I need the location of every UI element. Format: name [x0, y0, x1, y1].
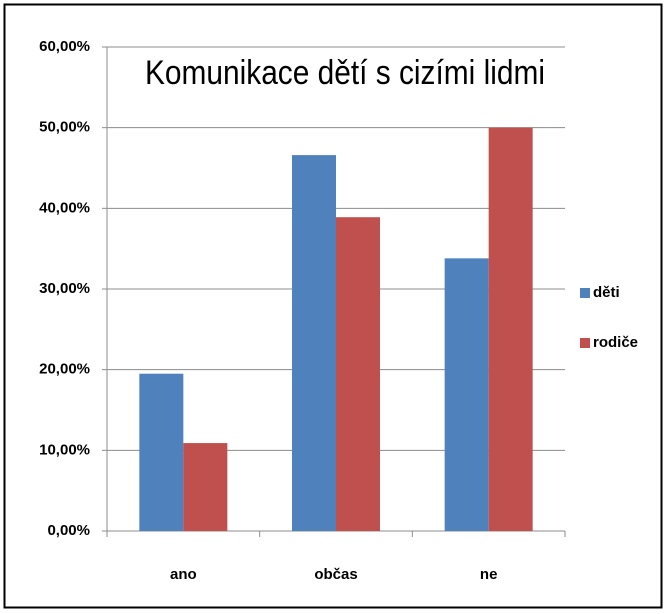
legend-swatch: [580, 288, 590, 298]
bar: [183, 443, 228, 531]
y-tick-label: 0,00%: [47, 522, 90, 539]
bar: [488, 127, 533, 532]
y-tick-label: 60,00%: [39, 38, 90, 55]
bar: [444, 258, 489, 531]
legend-label: rodiče: [593, 334, 638, 351]
bar: [292, 155, 336, 532]
x-tick-label: občas: [314, 566, 357, 583]
bar: [336, 217, 380, 531]
y-tick-label: 30,00%: [39, 280, 90, 297]
bar: [139, 373, 184, 531]
legend-swatch: [580, 338, 590, 348]
y-tick-label: 50,00%: [39, 119, 90, 136]
y-tick-label: 20,00%: [39, 361, 90, 378]
y-tick-label: 10,00%: [39, 441, 90, 458]
legend-label: děti: [593, 284, 620, 301]
x-tick-label: ano: [170, 566, 197, 583]
x-tick-label: ne: [480, 566, 498, 583]
y-tick-label: 40,00%: [39, 199, 90, 216]
chart-title: Komunikace dětí s cizími lidmi: [145, 54, 545, 92]
